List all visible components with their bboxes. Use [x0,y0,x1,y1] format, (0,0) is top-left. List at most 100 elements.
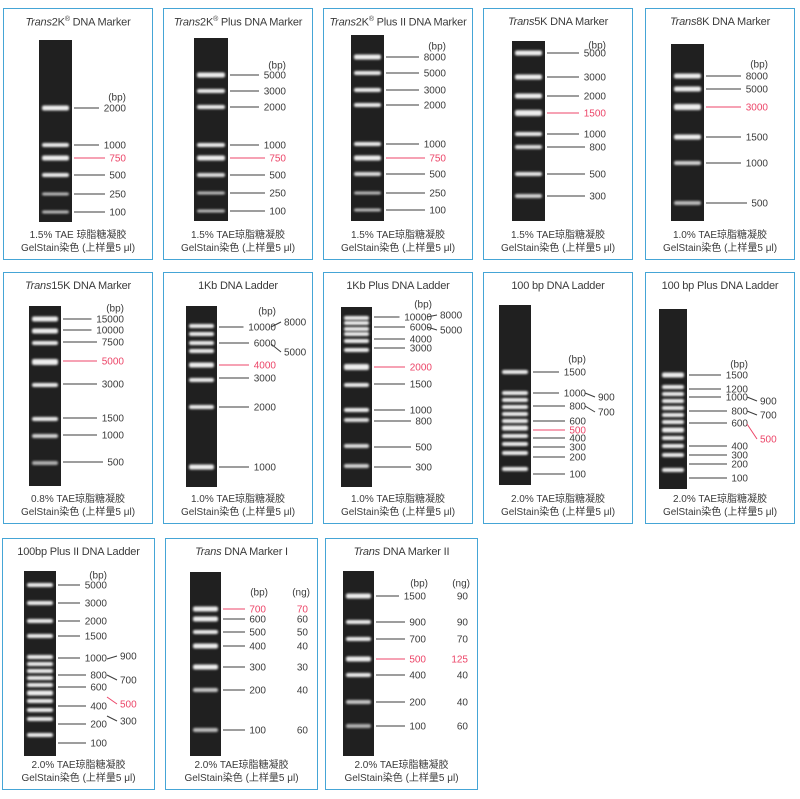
size-label: 1000 [85,654,108,665]
dna-band [354,103,381,107]
caption-line: 1.5% TAE琼脂糖凝胶 [510,230,606,241]
panel-title-segment: 5K DNA Marker [534,16,609,28]
size-label: 3000 [410,344,433,355]
size-label: 500 [249,628,266,639]
dna-band [502,405,528,409]
gel-image: (bp) (ng) 1500 90 900 90 700 70 500 125 400 40 200 40… [343,571,470,756]
ng-label: 60 [457,722,469,733]
size-label: 700 [760,411,777,422]
dna-band [32,383,58,387]
dna-band [515,145,542,149]
caption-line: GelStain染色 (上样量5 μl) [180,243,296,254]
unit-label: (ng) [292,588,310,599]
dna-band [502,391,528,395]
size-label: 8000 [746,72,769,83]
size-label: 700 [249,605,266,616]
size-label: 5000 [102,357,125,368]
tick-line [106,674,118,681]
size-label: 700 [598,408,615,419]
ng-label: 40 [297,642,309,653]
size-label: 200 [569,453,586,464]
caption-line: 2.0% TAE琼脂糖凝胶 [31,760,126,771]
size-label: 300 [731,451,748,462]
size-label: 100 [569,470,586,481]
gel-lane [186,306,217,487]
dna-band [27,676,53,680]
size-label: 1500 [564,368,587,379]
dna-band [502,370,528,374]
panel-title: 1Kb DNA Ladder [164,280,312,292]
dna-band [502,451,528,455]
dna-band [346,620,371,624]
size-label: 1000 [726,393,749,404]
dna-band [27,583,53,587]
size-label: 900 [120,652,137,663]
tick-line [584,392,596,398]
dna-band [197,89,225,93]
dna-band [515,74,542,80]
dna-band [662,413,684,417]
size-label: 5000 [746,85,769,96]
dna-band [189,378,214,382]
gel-image: (bp) 10000 8000 6000 5000 4000 3000 2000 1000 [186,306,307,487]
dna-band [662,406,684,410]
gel-lane [351,35,384,221]
dna-band [515,110,542,116]
size-label: 8000 [284,318,307,329]
size-label: 100 [429,206,446,217]
size-label: 750 [109,154,126,165]
dna-band [32,359,58,365]
panel-title-segment: Plus II DNA Marker [373,16,467,29]
dna-band [344,327,369,331]
dna-band [354,54,381,60]
dna-band [42,192,69,196]
size-label: 500 [107,458,124,469]
panel-title: Trans8K DNA Marker [646,16,794,28]
size-label: 1500 [102,414,125,425]
caption-line: GelStain染色 (上样量5 μl) [20,507,136,518]
size-label: 600 [249,615,266,626]
dna-band [662,392,684,396]
panel-title: Trans2K® DNA Marker [4,16,152,29]
dna-band [674,73,701,79]
size-label: 1500 [584,109,607,120]
size-label: 500 [269,171,286,182]
caption-line: 1.0% TAE琼脂糖凝胶 [672,230,768,241]
panel-caption: 2.0% TAE琼脂糖凝胶 GelStain染色 (上样量5 μl) [326,759,477,785]
size-label: 2000 [254,403,277,414]
size-label: 5000 [284,348,307,359]
caption-line: 2.0% TAE琼脂糖凝胶 [194,760,289,771]
size-label: 3000 [424,86,447,97]
size-label: 5000 [440,326,463,337]
dna-band [27,619,53,623]
size-label: 1000 [102,431,125,442]
size-label: 300 [415,463,432,474]
dna-band [354,142,381,146]
dna-band [346,656,371,662]
dna-band [197,173,225,177]
size-label: 250 [429,189,446,200]
panel-title-segment: 100 bp Plus DNA Ladder [661,280,779,292]
size-label: 1000 [254,463,277,474]
dna-band [354,208,381,212]
dna-band [344,364,369,370]
ng-label: 40 [457,671,469,682]
size-label: 15000 [96,315,124,326]
ng-label: 90 [457,618,469,629]
caption-line: 1.0% TAE琼脂糖凝胶 [190,494,286,505]
dna-band [515,132,542,136]
panel-title-segment: Trans [24,280,52,292]
size-label: 4000 [254,361,277,372]
panel-title-segment: ® [64,16,70,23]
panel-title-segment: 2K [355,16,369,29]
size-label: 8000 [440,311,463,322]
panel-title: 1Kb Plus DNA Ladder [324,280,472,292]
size-label: 200 [731,460,748,471]
size-label: 5000 [424,69,447,80]
dna-band [197,72,225,78]
panel-title: Trans DNA Marker I [166,546,317,558]
size-label: 100 [249,726,266,737]
size-label: 750 [429,154,446,165]
tick-line [106,696,118,705]
